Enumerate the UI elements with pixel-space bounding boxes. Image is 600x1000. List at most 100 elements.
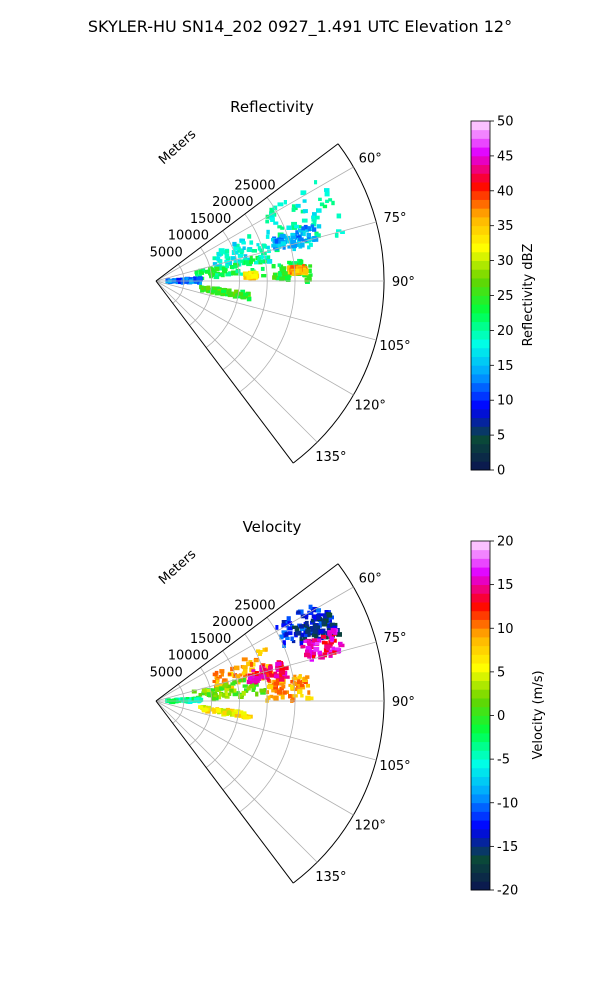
echo-gate [296,610,301,614]
colorbar-band [471,837,490,847]
echo-gate [310,620,316,625]
echo-gate [214,266,220,272]
colorbar-tick-label: 20 [497,324,514,339]
echo-gate [292,271,296,276]
echo-gate [298,228,302,233]
echo-gate [241,690,246,696]
range-tick-label: 25000 [234,598,275,613]
echo-gate [224,259,230,264]
echo-gate [324,191,330,197]
echo-gate [297,225,302,229]
echo-gate [251,273,257,279]
echo-gate [254,260,259,265]
colorbar-tick-label: 5 [497,665,505,680]
echo-gate [302,268,309,273]
colorbar-band [471,549,490,559]
echo-gate [249,258,256,262]
colorbar-band [471,715,490,725]
echo-gate [297,262,304,267]
azimuth-spoke [155,280,377,341]
echo-gate [224,253,230,259]
azimuth-spoke [155,641,377,702]
echo-gate [198,693,203,697]
colorbar-band [471,863,490,873]
colorbar-tick-label: 10 [497,394,514,409]
echo-gate [311,638,317,644]
echo-gate [244,260,249,265]
echo-gate [227,292,233,298]
echo-gate [305,646,311,650]
echo-gate [258,651,262,656]
echo-gate [278,238,285,244]
echo-gate [273,671,278,675]
echo-gate [291,232,298,236]
echo-gate [316,615,321,620]
velocity-title: Velocity [243,518,302,536]
colorbar-band [471,558,490,568]
echo-gate [279,676,285,682]
echo-gate [246,661,251,667]
echo-gate [315,638,322,643]
colorbar-band [471,820,490,830]
colorbar-band [471,759,490,769]
echo-gate [193,697,200,702]
velocity-colorbar-label: Velocity (m/s) [531,670,546,759]
echo-gate [335,233,339,238]
range-ring [222,213,268,371]
range-ring [172,684,185,724]
echo-gate [254,672,261,678]
echo-gate [273,221,279,225]
echo-gate [331,200,335,206]
echo-gate [298,237,304,241]
echo-gate [303,624,309,628]
echo-gate [302,637,308,641]
colorbar-band [471,567,490,577]
echo-gate [251,681,255,686]
echo-gate [275,662,281,666]
azimuth-tick-label: 60° [359,571,382,586]
echo-gate [266,229,270,235]
echo-gate [259,248,264,253]
echo-gate [299,638,304,643]
echo-gate [279,634,284,640]
echo-gate [303,613,309,618]
echo-gate [200,287,205,291]
echo-gate [259,688,266,693]
echo-gate [225,684,231,689]
colorbar-band [471,741,490,751]
echo-gate [189,279,194,284]
echo-gate [280,670,286,675]
echo-gate [191,689,197,694]
echo-gate [299,242,305,248]
echo-gate [195,271,199,276]
colorbar-band [471,234,490,244]
echo-gate [271,264,276,269]
echo-gate [281,630,287,634]
echo-gate [267,684,274,690]
echo-gate [329,636,335,641]
echo-gate [265,245,270,249]
echo-gate [272,685,278,690]
echo-gate [265,234,270,239]
echo-gate [273,674,280,679]
echo-gate [333,638,337,643]
echo-gate [273,695,279,701]
echo-gate [271,687,275,693]
echo-gate [265,219,270,224]
echo-gate [262,647,267,652]
echo-gate [295,203,301,208]
echo-gate [318,630,324,634]
echo-gate [287,626,293,631]
echo-gate [336,649,341,654]
echo-gate [256,649,261,653]
echo-gate [208,271,214,276]
azimuth-spoke [155,221,377,282]
echo-gate [229,688,234,693]
echo-gate [297,690,303,695]
echo-gate [318,197,322,201]
colorbar-band [471,767,490,777]
colorbar-band [471,164,490,174]
echo-gate [212,672,218,677]
echo-gate [285,636,290,640]
echo-gate [291,243,297,249]
